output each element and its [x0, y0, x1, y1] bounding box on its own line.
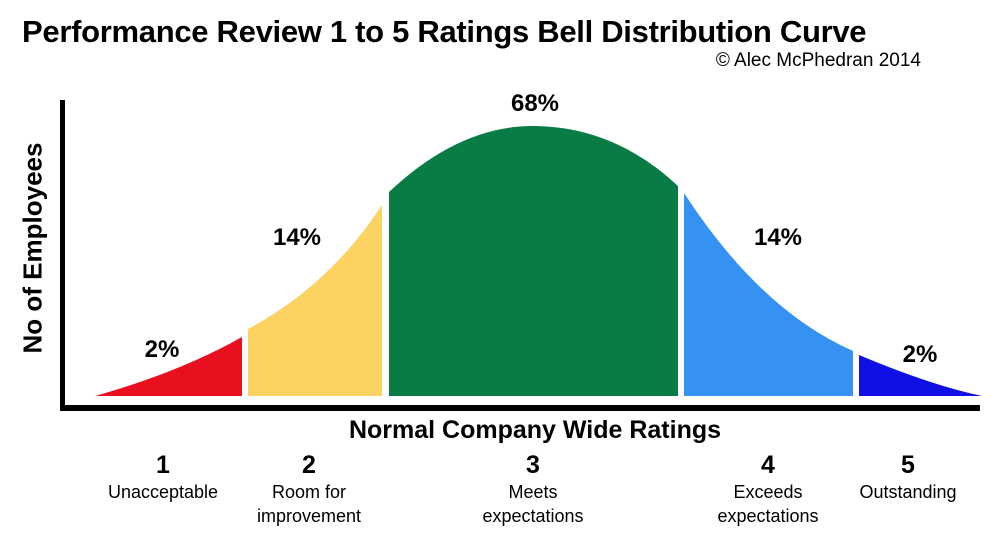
- rating-description: Outstanding: [859, 482, 957, 502]
- segment-rating-2: [248, 205, 382, 396]
- chart-title: Performance Review 1 to 5 Ratings Bell D…: [22, 14, 867, 49]
- rating-description: Meets: [508, 482, 558, 502]
- rating-description: Unacceptable: [107, 482, 219, 502]
- percent-label-rating-2: 14%: [272, 224, 322, 251]
- y-axis-label: No of Employees: [17, 142, 48, 354]
- percent-label-rating-4: 14%: [753, 224, 803, 251]
- segment-rating-1: [95, 337, 242, 396]
- rating-number: 2: [302, 451, 316, 479]
- rating-description: Exceeds: [733, 482, 803, 502]
- percent-label-rating-1: 2%: [144, 336, 180, 363]
- rating-number: 3: [526, 451, 540, 479]
- category-rating-5: 5 Outstanding: [859, 450, 956, 504]
- category-rating-2: 2 Room for improvement: [257, 450, 361, 528]
- rating-description: Room for: [271, 482, 347, 502]
- category-rating-1: 1 Unacceptable: [108, 450, 218, 504]
- rating-description-line2: expectations: [482, 506, 584, 526]
- segment-rating-3: [389, 125, 678, 397]
- rating-description-line2: improvement: [256, 506, 362, 526]
- x-axis-line: [60, 405, 980, 411]
- y-axis-line: [60, 100, 65, 411]
- copyright-subtitle: © Alec McPhedran 2014: [715, 50, 921, 71]
- rating-number: 4: [761, 451, 775, 479]
- rating-number: 1: [156, 451, 170, 479]
- segment-rating-5: [859, 355, 982, 396]
- category-rating-3: 3 Meets expectations: [482, 450, 583, 528]
- rating-description-line2: expectations: [717, 506, 819, 526]
- segment-rating-4: [684, 193, 853, 396]
- percent-label-rating-3: 68%: [510, 90, 560, 117]
- x-axis-label: Normal Company Wide Ratings: [348, 416, 722, 444]
- percent-label-rating-5: 2%: [902, 341, 938, 368]
- rating-number: 5: [901, 451, 915, 479]
- category-rating-4: 4 Exceeds expectations: [717, 450, 818, 528]
